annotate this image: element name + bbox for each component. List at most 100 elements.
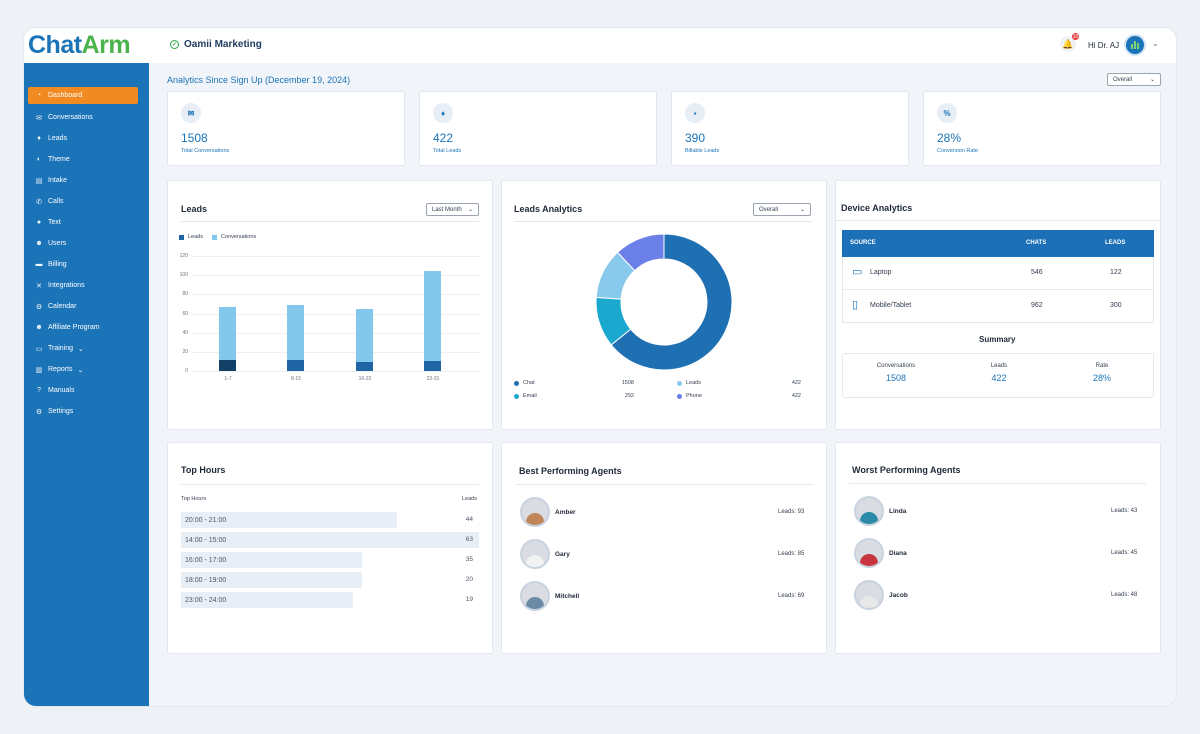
legend-conversations: Conversations bbox=[212, 234, 256, 240]
chevron-down-icon[interactable]: ⌄ bbox=[1152, 39, 1159, 48]
chevron-down-icon: ⌄ bbox=[467, 207, 473, 213]
notification-badge: 10 bbox=[1072, 33, 1079, 40]
top-hour-label: 20:00 - 21:00 bbox=[185, 516, 227, 524]
sidebar-item-manuals[interactable]: ? Manuals bbox=[28, 382, 138, 399]
gridline bbox=[192, 351, 480, 353]
sidebar-item-billing[interactable]: ▬ Billing bbox=[28, 256, 138, 273]
device-chats: 962 bbox=[1031, 302, 1043, 309]
leads-column-label: Leads bbox=[462, 496, 477, 502]
conversations-icon: ✉ bbox=[36, 114, 42, 122]
legend-swatch bbox=[212, 234, 217, 240]
org-name[interactable]: ✓ Oamii Marketing bbox=[170, 39, 262, 50]
sidebar-item-intake[interactable]: ▤ Intake bbox=[28, 172, 138, 189]
top-hour-bar[interactable]: 16:00 - 17:00 bbox=[181, 552, 362, 568]
text-icon: ● bbox=[36, 219, 42, 226]
gridline bbox=[192, 275, 480, 277]
top-bar: ChatArm ✓ Oamii Marketing 🔔 10 Hi Dr. AJ ⌄ bbox=[24, 28, 1176, 63]
stat-card-total-leads: ♦ 422 Total Leads bbox=[419, 91, 657, 166]
top-hour-bar[interactable]: 20:00 - 21:00 bbox=[181, 512, 397, 528]
bar-leads[interactable] bbox=[424, 361, 441, 371]
stat-card-total-conversations: ✉ 1508 Total Conversations bbox=[167, 91, 405, 166]
leads-period-select[interactable]: Last Month ⌄ bbox=[426, 203, 479, 216]
device-table-header: SOURCE CHATS LEADS bbox=[842, 230, 1154, 257]
sidebar-item-training[interactable]: ▭ Training ⌄ bbox=[28, 340, 138, 357]
top-hour-bar[interactable]: 14:00 - 15:00 bbox=[181, 532, 479, 548]
agent-linda[interactable]: Linda bbox=[854, 496, 906, 526]
sidebar-item-text[interactable]: ● Text bbox=[28, 214, 138, 231]
legend-value: 1508 bbox=[621, 380, 634, 386]
top-hour-label: 18:00 - 19:00 bbox=[185, 576, 227, 584]
y-tick-label: 60 bbox=[182, 310, 188, 317]
agent-leads: Leads: 93 bbox=[778, 509, 805, 515]
bar-leads[interactable] bbox=[287, 359, 304, 371]
legend-phone: Phone bbox=[677, 393, 702, 399]
sidebar-item-affiliate-program[interactable]: ☻ Affiliate Program bbox=[28, 319, 138, 336]
donut-slice-chat[interactable] bbox=[610, 233, 733, 371]
overall-filter-select[interactable]: Overall ⌄ bbox=[1107, 73, 1161, 86]
agent-mitchell[interactable]: Mitchell bbox=[520, 581, 579, 611]
legend-chat: Chat bbox=[514, 380, 535, 386]
sidebar-item-theme[interactable]: ◐ Theme bbox=[28, 151, 138, 168]
y-tick-label: 0 bbox=[185, 368, 188, 374]
bar-leads[interactable] bbox=[219, 360, 236, 371]
stat-card-billable-leads: ▪ 390 Billable Leads bbox=[671, 91, 909, 166]
mobile-tablet-icon: ▯ bbox=[852, 299, 859, 311]
bar-conversations[interactable] bbox=[219, 306, 236, 371]
sidebar-item-label: Conversations bbox=[48, 114, 93, 121]
leads-analytics-select[interactable]: Overall ⌄ bbox=[753, 203, 811, 216]
bar-conversations[interactable] bbox=[356, 308, 373, 371]
best-agents-title: Best Performing Agents bbox=[519, 466, 622, 476]
agent-gary[interactable]: Gary bbox=[520, 539, 570, 569]
sidebar-item-calls[interactable]: ✆ Calls bbox=[28, 193, 138, 210]
donut-slice-phone[interactable] bbox=[616, 233, 665, 272]
summary-leads: Leads 422 bbox=[990, 363, 1008, 383]
divider bbox=[849, 483, 1146, 484]
summary-box: Conversations 1508 Leads 422 Rate 28% bbox=[842, 353, 1154, 398]
agent-amber[interactable]: Amber bbox=[520, 497, 576, 527]
agent-photo-shape bbox=[526, 555, 544, 567]
sidebar-item-settings[interactable]: ⚙ Settings bbox=[28, 403, 138, 420]
stat-value: 1508 bbox=[181, 131, 208, 145]
y-tick-label: 40 bbox=[182, 329, 188, 336]
training-icon: ▭ bbox=[35, 345, 43, 353]
agent-name: Gary bbox=[555, 550, 570, 558]
sidebar-item-label: Affiliate Program bbox=[48, 324, 100, 331]
top-hour-value: 63 bbox=[465, 536, 473, 543]
sidebar-item-calendar[interactable]: ⚙ Calendar bbox=[28, 298, 138, 315]
agent-leads: Leads: 43 bbox=[1111, 508, 1138, 514]
top-hour-bar[interactable]: 18:00 - 19:00 bbox=[181, 572, 362, 588]
sidebar-item-label: Text bbox=[48, 219, 61, 226]
top-hour-bar[interactable]: 23:00 - 24:00 bbox=[181, 592, 353, 608]
reports-icon: ▥ bbox=[35, 366, 43, 374]
sidebar-item-reports[interactable]: ▥ Reports ⌄ bbox=[28, 361, 138, 378]
agent-name: Jacob bbox=[889, 591, 908, 599]
stat-label: Billable Leads bbox=[685, 148, 720, 154]
bar-leads[interactable] bbox=[356, 362, 373, 371]
sidebar-item-leads[interactable]: ♦ Leads bbox=[28, 130, 138, 147]
notification-bell-icon[interactable]: 🔔 10 bbox=[1060, 33, 1079, 52]
sidebar-item-label: Dashboard bbox=[48, 92, 83, 99]
sidebar-item-conversations[interactable]: ✉ Conversations bbox=[28, 109, 138, 126]
sidebar-item-label: Manuals bbox=[48, 387, 75, 394]
summary-conversations: Conversations 1508 bbox=[876, 363, 916, 383]
sidebar-item-dashboard[interactable]: ◔ Dashboard bbox=[28, 87, 138, 104]
billing-icon: ▬ bbox=[35, 261, 43, 268]
chatarm-logo[interactable]: ChatArm bbox=[28, 31, 131, 59]
agent-leads: Leads: 48 bbox=[1111, 592, 1138, 598]
sidebar-item-users[interactable]: ☻ Users bbox=[28, 235, 138, 252]
bar-conversations[interactable] bbox=[424, 271, 441, 371]
user-avatar[interactable] bbox=[1124, 34, 1146, 56]
leads-icon: ♦ bbox=[433, 103, 453, 123]
top-hour-label: 16:00 - 17:00 bbox=[185, 556, 227, 564]
gridline bbox=[192, 294, 480, 296]
legend-dot bbox=[677, 393, 682, 399]
top-hour-label: 14:00 - 15:00 bbox=[185, 536, 227, 544]
agent-jacob[interactable]: Jacob bbox=[854, 580, 908, 610]
sidebar-item-integrations[interactable]: ✕ Integrations bbox=[28, 277, 138, 294]
calls-icon: ✆ bbox=[36, 198, 42, 206]
summary-title: Summary bbox=[979, 335, 1016, 344]
sidebar-item-label: Billing bbox=[48, 261, 67, 268]
agent-diana[interactable]: Diana bbox=[854, 538, 907, 568]
bar-conversations[interactable] bbox=[287, 304, 304, 371]
intake-icon: ▤ bbox=[35, 177, 43, 185]
